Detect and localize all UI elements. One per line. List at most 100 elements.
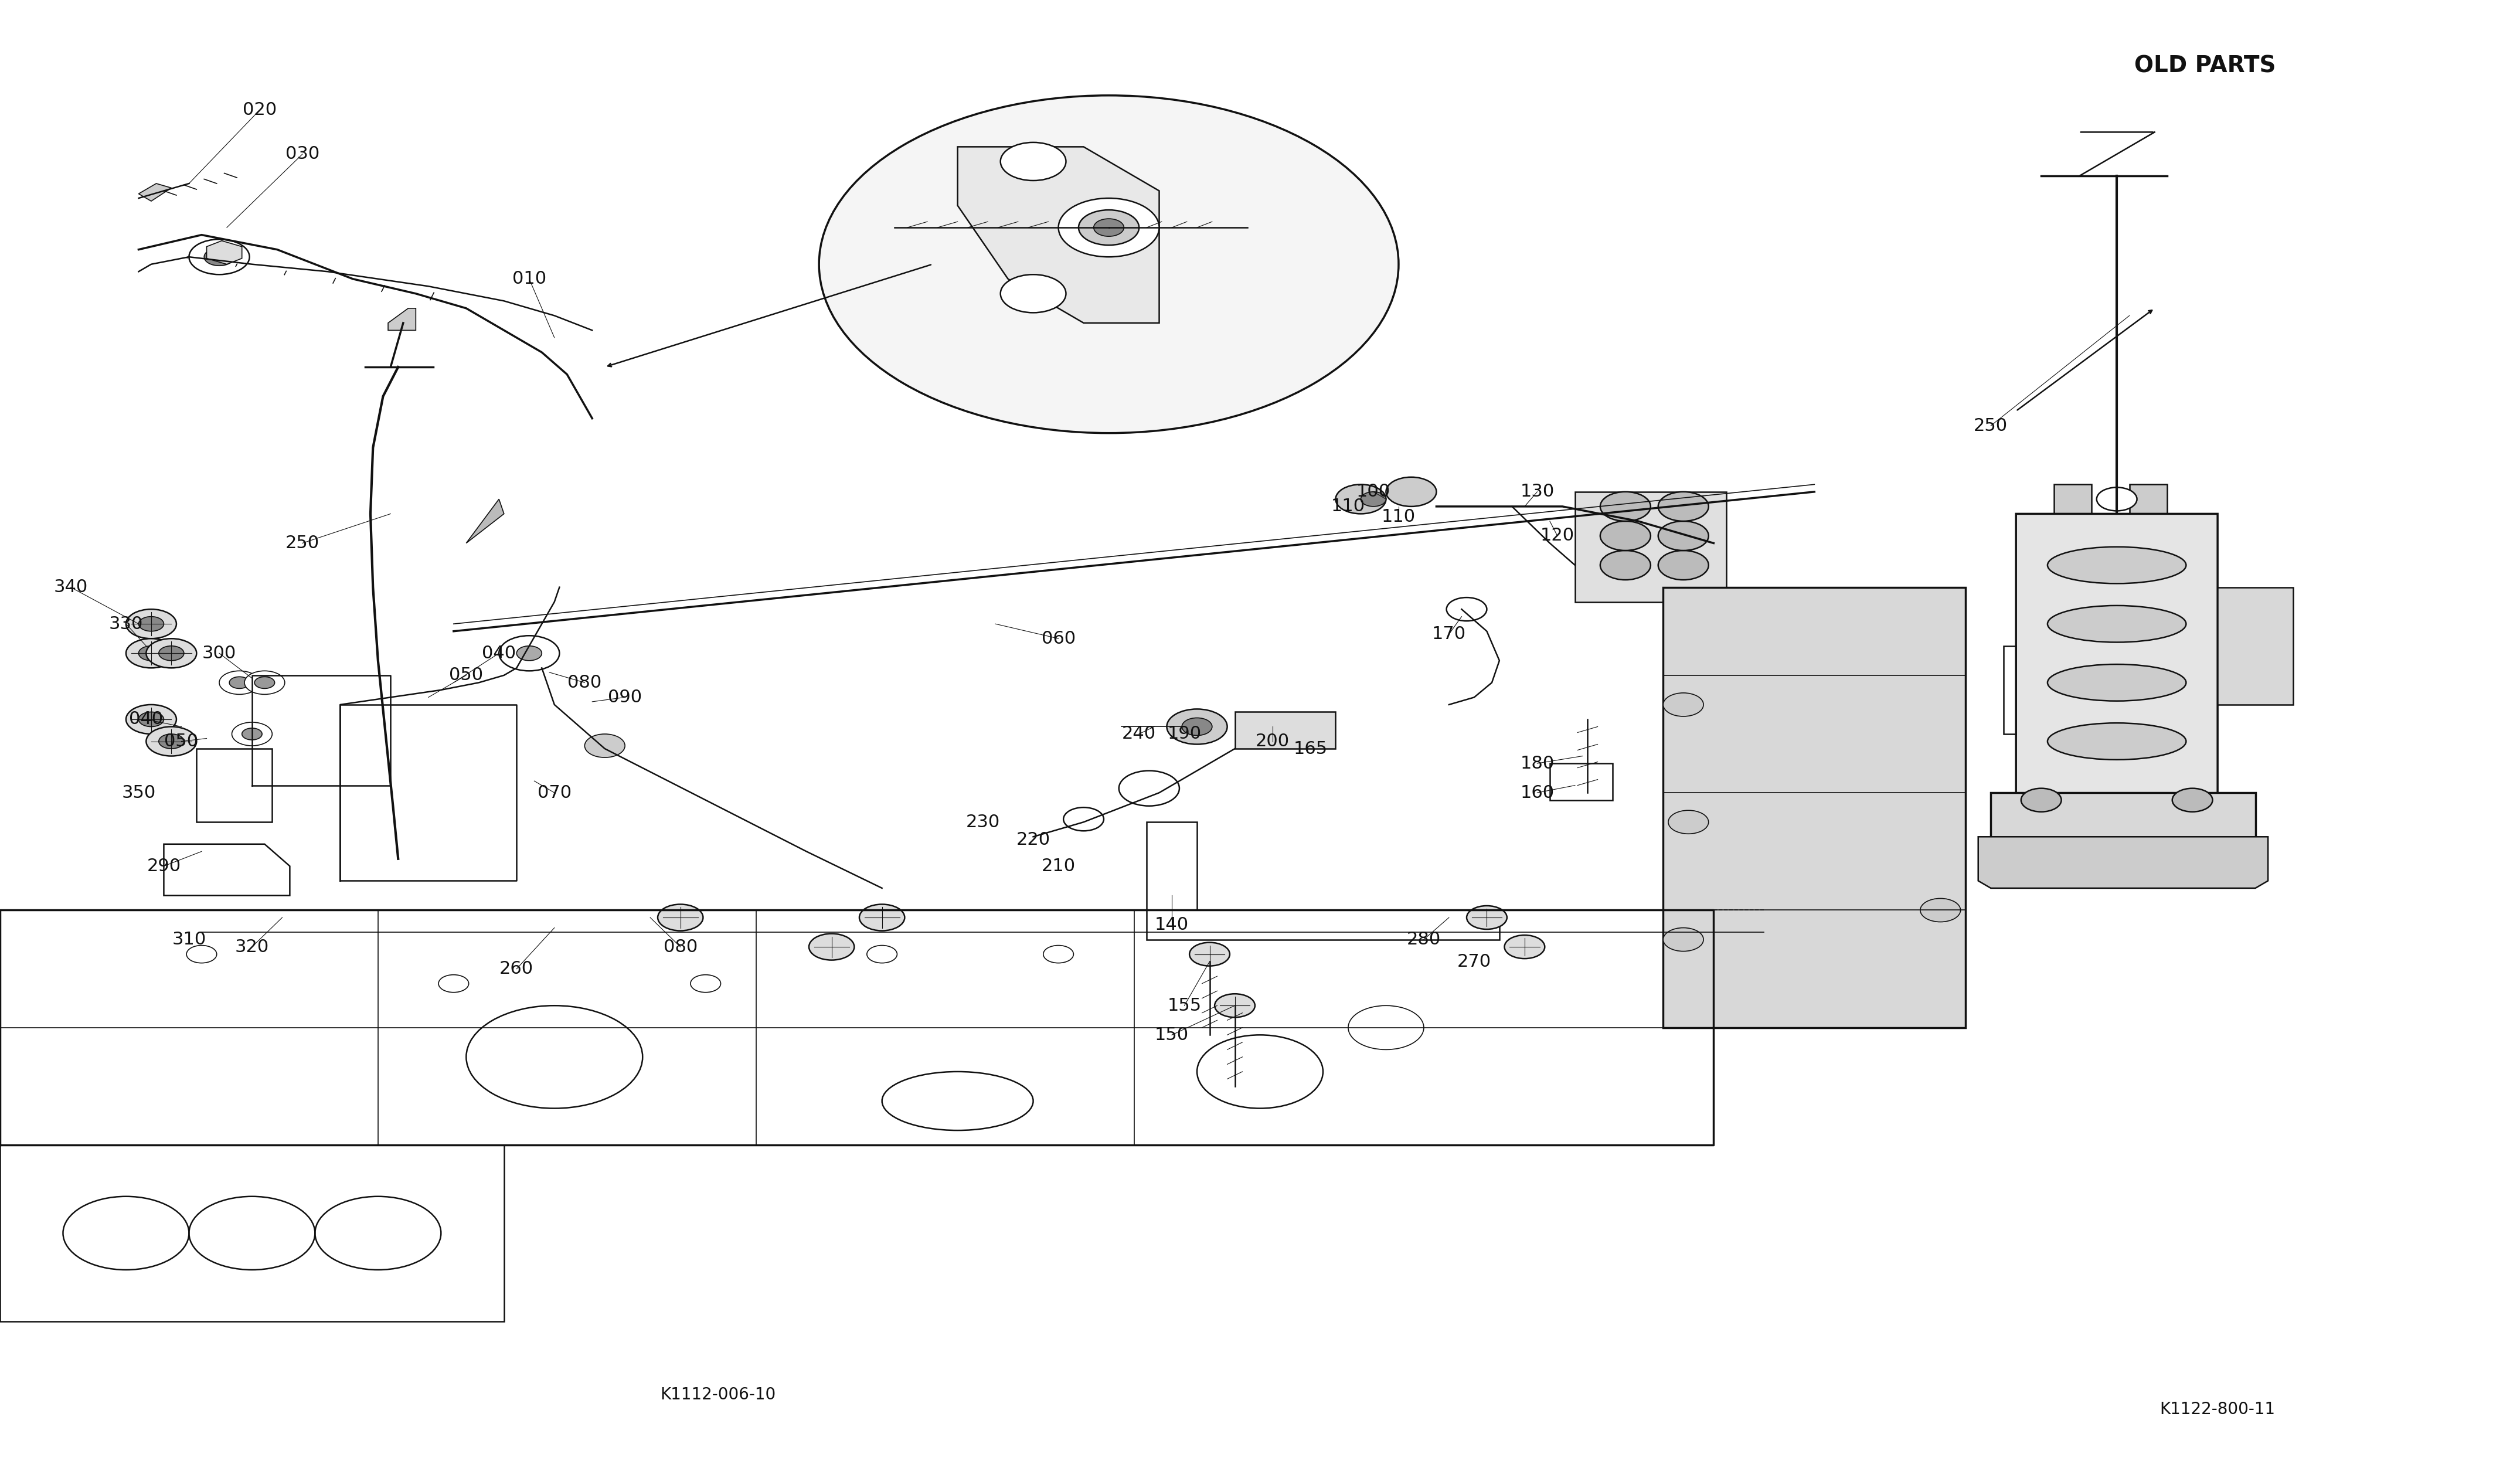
Polygon shape — [1235, 712, 1336, 749]
Circle shape — [159, 646, 184, 661]
Circle shape — [1189, 942, 1230, 966]
Text: 250: 250 — [285, 534, 320, 552]
Circle shape — [1668, 810, 1709, 834]
Polygon shape — [2054, 484, 2092, 514]
Text: 300: 300 — [202, 644, 237, 662]
Circle shape — [1058, 198, 1159, 257]
Text: K1112-006-10: K1112-006-10 — [660, 1386, 776, 1403]
Circle shape — [204, 248, 234, 266]
Text: 160: 160 — [1520, 784, 1555, 802]
Polygon shape — [1663, 587, 1966, 1028]
Text: 150: 150 — [1154, 1026, 1189, 1044]
Circle shape — [146, 639, 197, 668]
Text: 190: 190 — [1167, 725, 1202, 743]
Text: 200: 200 — [1255, 733, 1290, 750]
Circle shape — [219, 671, 260, 694]
Circle shape — [658, 904, 703, 931]
Circle shape — [1600, 521, 1651, 550]
Circle shape — [819, 95, 1399, 433]
Text: 080: 080 — [567, 674, 602, 691]
Circle shape — [2172, 788, 2213, 812]
Text: 100: 100 — [1356, 483, 1391, 501]
Circle shape — [2021, 788, 2061, 812]
Text: 010: 010 — [512, 270, 547, 288]
Text: 320: 320 — [234, 938, 270, 956]
Text: 180: 180 — [1520, 755, 1555, 772]
Text: 260: 260 — [499, 960, 534, 978]
Circle shape — [242, 728, 262, 740]
Polygon shape — [2218, 587, 2293, 705]
Text: 120: 120 — [1540, 527, 1575, 545]
Ellipse shape — [2046, 546, 2185, 583]
Text: 350: 350 — [121, 784, 156, 802]
Circle shape — [1182, 718, 1212, 735]
Circle shape — [1215, 994, 1255, 1017]
Circle shape — [859, 904, 905, 931]
Text: OLD PARTS: OLD PARTS — [2134, 54, 2276, 78]
Text: 270: 270 — [1457, 953, 1492, 970]
Text: 280: 280 — [1406, 931, 1441, 948]
Text: 050: 050 — [449, 666, 484, 684]
Polygon shape — [1978, 837, 2268, 888]
Circle shape — [1076, 208, 1142, 247]
Text: 330: 330 — [108, 615, 144, 633]
Text: 140: 140 — [1154, 916, 1189, 934]
Text: 050: 050 — [164, 733, 199, 750]
Circle shape — [2097, 487, 2137, 511]
Text: 210: 210 — [1041, 857, 1076, 875]
Text: 110: 110 — [1381, 508, 1416, 526]
Circle shape — [1658, 492, 1709, 521]
Text: 130: 130 — [1520, 483, 1555, 501]
Text: 080: 080 — [663, 938, 698, 956]
Circle shape — [146, 727, 197, 756]
Circle shape — [1920, 898, 1961, 922]
Text: 220: 220 — [1016, 831, 1051, 849]
Polygon shape — [466, 499, 504, 543]
Text: 290: 290 — [146, 857, 181, 875]
Text: 310: 310 — [171, 931, 207, 948]
Circle shape — [1663, 928, 1704, 951]
Circle shape — [1504, 935, 1545, 959]
Text: 340: 340 — [53, 578, 88, 596]
Polygon shape — [388, 308, 416, 330]
Circle shape — [159, 734, 184, 749]
Text: 155: 155 — [1167, 997, 1202, 1014]
Circle shape — [126, 705, 176, 734]
Circle shape — [1386, 477, 1436, 506]
Text: 040: 040 — [481, 644, 517, 662]
Polygon shape — [207, 241, 242, 264]
Polygon shape — [2016, 514, 2218, 822]
Circle shape — [499, 636, 559, 671]
Text: 165: 165 — [1293, 740, 1328, 757]
Circle shape — [1658, 550, 1709, 580]
Circle shape — [517, 646, 542, 661]
Text: 240: 240 — [1121, 725, 1157, 743]
Circle shape — [139, 646, 164, 661]
Circle shape — [1663, 693, 1704, 716]
Ellipse shape — [2046, 664, 2185, 700]
Circle shape — [1600, 492, 1651, 521]
Circle shape — [1000, 142, 1066, 181]
Circle shape — [1361, 492, 1386, 506]
Text: 040: 040 — [129, 711, 164, 728]
Circle shape — [126, 609, 176, 639]
Text: 230: 230 — [965, 813, 1000, 831]
Circle shape — [1079, 210, 1139, 245]
Polygon shape — [958, 147, 1159, 323]
Circle shape — [1119, 771, 1179, 806]
Text: 030: 030 — [285, 145, 320, 163]
Polygon shape — [2129, 484, 2167, 514]
Ellipse shape — [2046, 606, 2185, 643]
Polygon shape — [1991, 793, 2255, 851]
Text: 060: 060 — [1041, 630, 1076, 647]
Circle shape — [1063, 807, 1104, 831]
Circle shape — [585, 734, 625, 757]
Circle shape — [126, 639, 176, 668]
Polygon shape — [139, 184, 171, 201]
Ellipse shape — [2046, 724, 2185, 760]
Circle shape — [232, 722, 272, 746]
Circle shape — [244, 671, 285, 694]
Circle shape — [1600, 550, 1651, 580]
Circle shape — [139, 712, 164, 727]
Text: 110: 110 — [1331, 498, 1366, 515]
